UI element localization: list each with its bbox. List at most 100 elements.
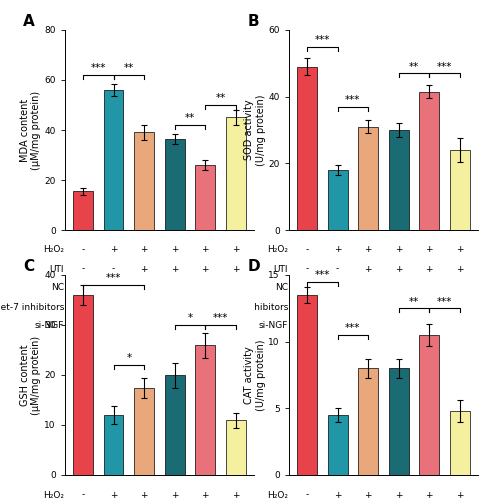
Text: D: D	[247, 259, 260, 274]
Text: +: +	[395, 264, 402, 274]
Text: +: +	[456, 246, 464, 254]
Bar	[104, 90, 124, 230]
Bar	[165, 138, 185, 230]
Text: +: +	[395, 284, 402, 292]
Text: let-7 inhibitors: let-7 inhibitors	[222, 302, 288, 312]
Text: ***: ***	[437, 296, 452, 306]
Text: ***: ***	[91, 64, 106, 74]
Text: C: C	[23, 259, 34, 274]
Y-axis label: GSH content
(μM/mg protein): GSH content (μM/mg protein)	[20, 336, 41, 414]
Bar	[134, 132, 154, 230]
Text: -: -	[82, 246, 85, 254]
Text: +: +	[232, 322, 240, 330]
Text: +: +	[201, 264, 209, 274]
Text: +: +	[425, 246, 433, 254]
Text: NC: NC	[275, 284, 288, 292]
Text: ***: ***	[437, 62, 452, 72]
Text: -: -	[142, 322, 146, 330]
Text: -: -	[336, 322, 339, 330]
Bar	[389, 130, 409, 230]
Text: +: +	[171, 490, 178, 500]
Text: -: -	[82, 322, 85, 330]
Text: ***: ***	[315, 270, 330, 280]
Bar	[358, 126, 378, 230]
Bar	[328, 415, 348, 475]
Text: +: +	[456, 490, 464, 500]
Bar	[195, 165, 215, 230]
Text: -: -	[112, 322, 115, 330]
Bar	[358, 368, 378, 475]
Text: -: -	[367, 302, 370, 312]
Text: NC: NC	[51, 284, 64, 292]
Text: -: -	[112, 284, 115, 292]
Text: H₂O₂: H₂O₂	[267, 246, 288, 254]
Text: +: +	[232, 490, 240, 500]
Bar	[73, 295, 93, 475]
Text: UTI: UTI	[50, 264, 64, 274]
Text: +: +	[201, 490, 209, 500]
Bar	[328, 170, 348, 230]
Y-axis label: SOD activity
(U/mg protein): SOD activity (U/mg protein)	[244, 94, 265, 166]
Text: +: +	[425, 490, 433, 500]
Text: +: +	[171, 264, 178, 274]
Text: +: +	[140, 264, 148, 274]
Text: -: -	[142, 284, 146, 292]
Text: UTI: UTI	[274, 264, 288, 274]
Text: H₂O₂: H₂O₂	[267, 490, 288, 500]
Text: -: -	[204, 284, 207, 292]
Text: +: +	[232, 264, 240, 274]
Text: **: **	[185, 114, 195, 124]
Bar	[134, 388, 154, 475]
Bar	[165, 375, 185, 475]
Text: +: +	[140, 490, 148, 500]
Text: -: -	[306, 246, 309, 254]
Text: +: +	[425, 264, 433, 274]
Y-axis label: MDA content
(μM/mg protein): MDA content (μM/mg protein)	[20, 90, 41, 170]
Bar	[450, 411, 470, 475]
Text: -: -	[82, 490, 85, 500]
Text: -: -	[112, 264, 115, 274]
Text: -: -	[234, 284, 237, 292]
Bar	[195, 345, 215, 475]
Text: +: +	[425, 302, 433, 312]
Text: **: **	[215, 94, 226, 104]
Text: +: +	[395, 246, 402, 254]
Text: +: +	[456, 322, 464, 330]
Bar	[226, 118, 246, 230]
Text: +: +	[171, 284, 178, 292]
Bar	[297, 66, 317, 230]
Text: si-NGF: si-NGF	[35, 322, 64, 330]
Text: -: -	[428, 284, 431, 292]
Text: +: +	[201, 246, 209, 254]
Text: -: -	[428, 322, 431, 330]
Text: -: -	[306, 322, 309, 330]
Text: ***: ***	[345, 95, 361, 105]
Text: H₂O₂: H₂O₂	[43, 490, 64, 500]
Text: -: -	[82, 302, 85, 312]
Text: +: +	[232, 302, 240, 312]
Text: -: -	[306, 284, 309, 292]
Text: **: **	[409, 62, 419, 72]
Text: ***: ***	[213, 314, 228, 324]
Text: +: +	[232, 246, 240, 254]
Y-axis label: CAT activity
(U/mg protein): CAT activity (U/mg protein)	[244, 339, 265, 411]
Text: ***: ***	[345, 324, 361, 334]
Text: -: -	[82, 284, 85, 292]
Text: +: +	[171, 246, 178, 254]
Text: -: -	[82, 264, 85, 274]
Text: -: -	[397, 322, 400, 330]
Text: -: -	[336, 284, 339, 292]
Text: +: +	[456, 264, 464, 274]
Text: **: **	[409, 296, 419, 306]
Text: +: +	[140, 246, 148, 254]
Text: +: +	[456, 302, 464, 312]
Text: -: -	[367, 322, 370, 330]
Text: -: -	[397, 302, 400, 312]
Text: B: B	[247, 14, 259, 29]
Text: -: -	[204, 322, 207, 330]
Text: -: -	[336, 264, 339, 274]
Text: +: +	[365, 490, 372, 500]
Text: +: +	[334, 490, 342, 500]
Text: -: -	[112, 302, 115, 312]
Bar	[419, 92, 439, 230]
